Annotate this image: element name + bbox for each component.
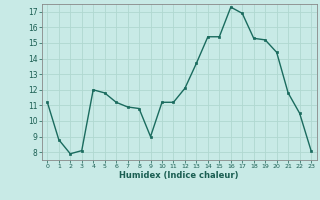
X-axis label: Humidex (Indice chaleur): Humidex (Indice chaleur) [119,171,239,180]
